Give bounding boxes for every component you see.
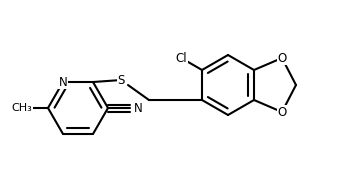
Text: O: O	[277, 51, 286, 64]
Text: N: N	[134, 101, 142, 114]
Text: N: N	[58, 75, 67, 88]
Text: O: O	[277, 106, 286, 119]
Text: S: S	[117, 74, 125, 87]
Text: Cl: Cl	[175, 51, 187, 64]
Text: CH₃: CH₃	[12, 103, 33, 113]
